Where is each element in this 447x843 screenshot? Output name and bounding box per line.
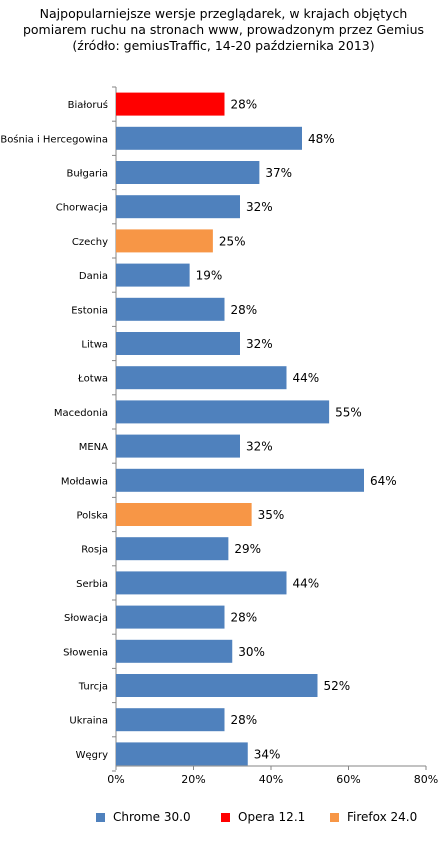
category-label: Węgry: [76, 750, 108, 761]
bar: [116, 332, 240, 355]
category-label: Bułgaria: [66, 169, 108, 180]
category-label: Słowenia: [63, 647, 108, 658]
bar: [116, 468, 364, 492]
category-label: Bośnia i Hercegowina: [0, 133, 108, 145]
category-label: Chorwacja: [56, 203, 108, 214]
value-label: 44%: [293, 576, 320, 590]
legend-swatch-chrome: [96, 812, 105, 822]
category-label: Estonia: [71, 305, 108, 316]
bar: [116, 605, 225, 629]
bar: [116, 229, 213, 253]
legend-label-chrome: Chrome 30.0: [113, 810, 191, 824]
bar: [116, 161, 260, 184]
bar: [116, 674, 318, 697]
value-label: 32%: [246, 440, 273, 454]
bar: [116, 263, 190, 287]
value-label: 37%: [265, 166, 292, 180]
category-label: Serbia: [76, 579, 108, 590]
bar: [116, 400, 330, 424]
chart-title-line-3: (źródło: gemiusTraffic, 14-20 październi…: [72, 38, 375, 53]
bar: [116, 297, 225, 321]
x-tick-label: 20%: [181, 773, 205, 786]
category-label: Rosja: [81, 545, 108, 556]
value-label: 34%: [254, 747, 281, 761]
value-label: 55%: [335, 405, 362, 419]
bar: [116, 537, 229, 561]
category-label: Turcja: [78, 682, 108, 693]
value-label: 44%: [293, 371, 320, 385]
legend: Chrome 30.0 Opera 12.1 Firefox 24.0: [0, 806, 447, 830]
bar: [116, 571, 287, 595]
value-label: 30%: [238, 645, 265, 659]
bar: [116, 366, 287, 390]
legend-label-firefox: Firefox 24.0: [347, 810, 418, 824]
value-label: 28%: [231, 98, 258, 112]
value-label: 48%: [308, 132, 335, 146]
category-label: Mołdawia: [61, 476, 108, 487]
category-label: MENA: [79, 442, 108, 453]
x-tick-label: 60%: [336, 773, 360, 786]
legend-swatch-opera: [221, 812, 230, 822]
value-label: 28%: [231, 713, 258, 727]
category-label: Białoruś: [68, 99, 108, 111]
category-label: Czechy: [72, 237, 108, 248]
category-label: Litwa: [81, 340, 108, 351]
value-label: 35%: [258, 508, 285, 522]
bar: [116, 708, 225, 732]
x-tick-label: 0%: [107, 773, 124, 786]
value-label: 25%: [219, 234, 246, 248]
value-label: 52%: [324, 679, 351, 693]
bar: [116, 195, 240, 219]
category-label: Macedonia: [54, 408, 108, 419]
value-label: 19%: [196, 269, 223, 283]
legend-item-opera: Opera 12.1: [221, 810, 305, 824]
x-tick-label: 40%: [259, 773, 283, 786]
value-label: 28%: [231, 611, 258, 625]
bar: [116, 742, 248, 766]
chart-title-line-2: pomiarem ruchu na stronach www, prowadzo…: [22, 22, 425, 37]
legend-item-chrome: Chrome 30.0: [96, 810, 191, 824]
category-label: Dania: [79, 271, 108, 282]
chart-title-line-1: Najpopularniejsze wersje przeglądarek, w…: [39, 6, 408, 21]
bar: [116, 503, 252, 526]
legend-item-firefox: Firefox 24.0: [330, 810, 417, 824]
value-label: 64%: [370, 474, 397, 488]
bar: [116, 639, 233, 663]
category-label: Ukraina: [69, 716, 108, 727]
category-label: Słowacja: [64, 613, 108, 624]
value-label: 32%: [246, 200, 273, 214]
value-label: 32%: [246, 337, 273, 351]
x-tick-label: 80%: [414, 773, 438, 786]
value-label: 28%: [231, 303, 258, 317]
bar: [116, 434, 240, 458]
bar: [116, 92, 225, 116]
value-label: 29%: [234, 542, 261, 556]
bar: [116, 126, 302, 150]
chart-title: Najpopularniejsze wersje przeglądarek, w…: [0, 6, 447, 54]
legend-swatch-firefox: [330, 812, 339, 822]
category-label: Łotwa: [77, 374, 108, 385]
category-label: Polska: [76, 511, 108, 522]
legend-label-opera: Opera 12.1: [238, 810, 306, 824]
